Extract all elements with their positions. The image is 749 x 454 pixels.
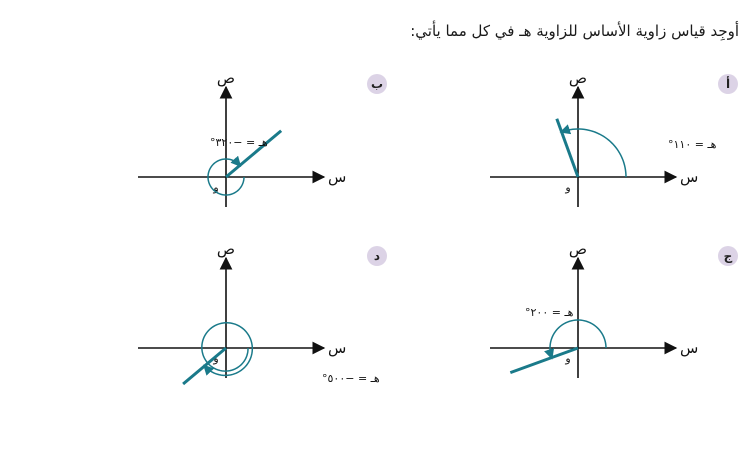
instruction-text: أوجِد قياس زاوية الأساس للزاوية هـ في كل… [410, 22, 739, 40]
x-axis-label: س [328, 168, 346, 186]
terminal-ray [555, 118, 580, 178]
y-axis-label: ص [217, 69, 235, 87]
origin-label: و [212, 181, 218, 194]
angle-label: هـ = −٥٠٠° [322, 372, 380, 385]
x-axis-label: س [328, 339, 346, 357]
figure-a: س ص و هـ = ١١٠° [490, 69, 717, 207]
y-axis-label: ص [569, 69, 587, 87]
angle-label: هـ = ٢٠٠° [525, 306, 574, 319]
x-axis-label: س [680, 168, 698, 186]
rotation-arc [201, 321, 254, 377]
rotation-arc [207, 155, 245, 196]
badge-c: ج [718, 246, 738, 266]
origin-label: و [564, 352, 570, 365]
terminal-ray [182, 346, 227, 386]
x-axis-label: س [680, 339, 698, 357]
angle-label: هـ = ١١٠° [668, 138, 717, 151]
badge-b: ب [367, 74, 387, 94]
angle-label: هـ = −٣٢٠° [210, 136, 268, 149]
terminal-ray [509, 346, 579, 375]
figure-b: س ص و هـ = −٣٢٠° [138, 69, 346, 207]
rotation-arc [559, 124, 627, 178]
badge-a: أ [718, 74, 738, 94]
terminal-ray [225, 129, 283, 179]
origin-label: و [564, 181, 570, 194]
rotation-arc [544, 319, 607, 360]
y-axis-label: ص [569, 240, 587, 258]
y-axis-label: ص [217, 240, 235, 258]
badge-d: د [367, 246, 387, 266]
figure-c: س ص و هـ = ٢٠٠° [490, 240, 698, 378]
